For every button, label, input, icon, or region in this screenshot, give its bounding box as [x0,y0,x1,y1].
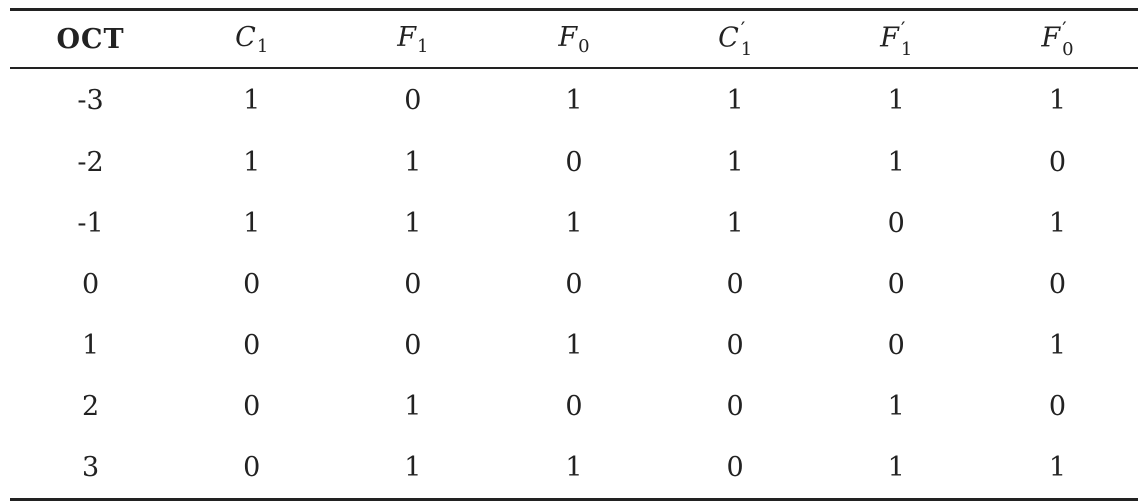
table-cell: 1 [1048,85,1067,116]
table-cell: 1 [887,147,905,178]
header-sub-c1: 1 [256,35,269,57]
header-row: OCT C1 F1 F0 C ′ 1 F ′ 1 F ′ 0 [10,8,1138,69]
table-cell: 1 [565,85,583,116]
table-cell: 0 [726,269,744,300]
table-row: 3 0 1 1 0 1 1 [10,437,1138,501]
header-cell-f0-prime: F ′ 0 [976,8,1138,69]
header-script-c1-prime: ′ 1 [741,19,752,59]
table-cell: 0 [404,85,422,116]
table-cell: 0 [243,269,261,300]
table-cell: 1 [815,437,977,501]
table-cell: 0 [887,269,905,300]
table-cell: 1 [1048,208,1067,239]
table-cell: 1 [243,147,261,178]
table-row: 0 0 0 0 0 0 0 [10,254,1138,315]
table-cell: 1 [565,208,583,239]
table-row: -1 1 1 1 1 0 1 [10,193,1138,254]
table-cell: 1 [332,437,494,501]
table-row: 1 0 0 1 0 0 1 [10,315,1138,376]
table-cell: 0 [565,147,583,178]
header-sub-f1: 1 [416,35,429,57]
table-body: -3 1 0 1 1 1 1 -2 1 1 0 1 1 0 -1 1 1 [10,68,1138,501]
header-cell-oct: OCT [10,8,172,69]
header-var-f0-prime: F [1041,22,1061,54]
table-cell: 0 [887,208,905,239]
table-cell: 0 [404,269,422,300]
table-cell: 0 [81,269,100,300]
table-cell: 1 [404,208,422,239]
header-cell-f0: F0 [493,8,655,69]
header-var-f0: F [558,21,578,53]
table-cell: 0 [404,330,422,361]
table-cell: 0 [1048,147,1067,178]
table-cell: 1 [1048,330,1067,361]
table-cell: -2 [77,147,104,178]
header-prime-c1: ′ [740,17,746,41]
table-cell: -1 [77,208,104,239]
table-cell: 0 [243,330,261,361]
header-cell-c1: C1 [171,8,333,69]
header-cell-c1-prime: C ′ 1 [654,8,816,69]
header-script-f1-prime: ′ 1 [901,19,912,59]
header-cell-f1: F1 [332,8,494,69]
table-cell: -3 [77,85,104,116]
header-sub-f0-prime: 0 [1062,39,1074,60]
table-cell: 0 [565,269,583,300]
table-cell: 1 [404,147,422,178]
header-var-f1-prime: F [880,22,899,54]
table-row: -3 1 0 1 1 1 1 [10,68,1138,132]
table-cell: 1 [243,85,261,116]
table-row: 2 0 1 0 0 1 0 [10,376,1138,437]
table-cell: 1 [81,330,100,361]
header-sub-f1-prime: 1 [900,39,913,60]
header-cell-f1-prime: F ′ 1 [815,8,977,69]
table-cell: 1 [887,391,905,422]
table-cell: 0 [1048,269,1067,300]
header-var-f1: F [397,21,416,53]
header-sub-f0: 0 [578,35,590,57]
oct-truth-table: OCT C1 F1 F0 C ′ 1 F ′ 1 F ′ 0 [10,8,1138,501]
header-sub-c1-prime: 1 [740,39,753,60]
table-cell: 0 [726,391,744,422]
header-label-oct: OCT [56,23,125,55]
table-cell: 0 [887,330,905,361]
table-cell: 1 [976,437,1138,501]
table-cell: 1 [565,330,583,361]
table-cell: 0 [726,330,744,361]
table-row: -2 1 1 0 1 1 0 [10,132,1138,193]
table-cell: 3 [10,437,172,501]
table-cell: 0 [654,437,816,501]
table-cell: 0 [1048,391,1067,422]
table-cell: 1 [726,147,744,178]
header-script-f0-prime: ′ 0 [1062,19,1073,59]
table-cell: 1 [493,437,655,501]
table-cell: 1 [243,208,261,239]
table-header: OCT C1 F1 F0 C ′ 1 F ′ 1 F ′ 0 [10,8,1138,69]
header-prime-f1: ′ [900,17,906,41]
table-cell: 1 [726,85,744,116]
header-var-c1-prime: C [718,22,739,54]
table-cell: 1 [887,85,905,116]
table-cell: 0 [565,391,583,422]
table-cell: 1 [726,208,744,239]
table-cell: 0 [171,437,333,501]
truth-table-container: OCT C1 F1 F0 C ′ 1 F ′ 1 F ′ 0 [10,8,1138,501]
header-var-c1: C [235,21,256,53]
table-cell: 1 [404,391,422,422]
table-cell: 0 [243,391,261,422]
header-prime-f0: ′ [1062,17,1067,41]
table-cell: 2 [81,391,100,422]
